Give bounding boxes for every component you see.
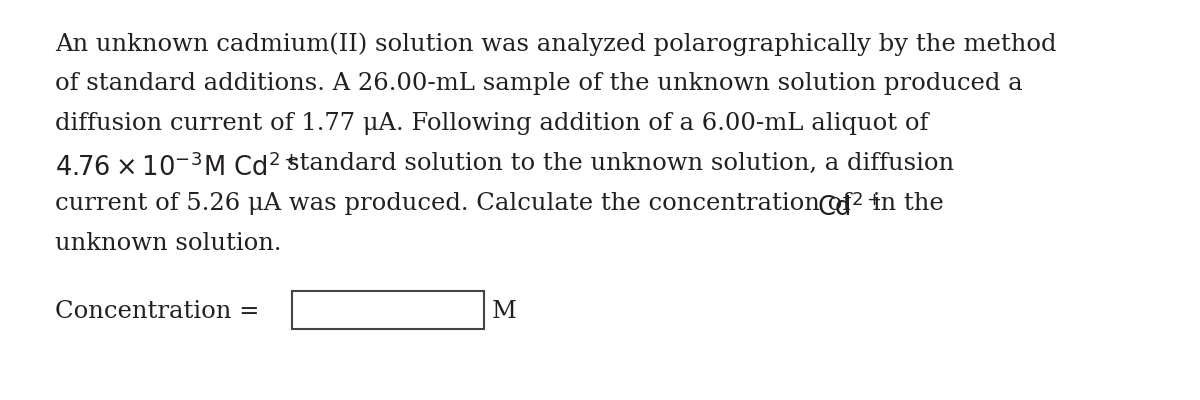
Text: diffusion current of 1.77 μA. Following addition of a 6.00-mL aliquot of: diffusion current of 1.77 μA. Following … [55, 112, 929, 135]
Text: An unknown cadmium(II) solution was analyzed polarographically by the method: An unknown cadmium(II) solution was anal… [55, 32, 1056, 56]
Text: standard solution to the unknown solution, a diffusion: standard solution to the unknown solutio… [287, 152, 954, 175]
Text: in the: in the [865, 192, 943, 215]
Text: $4.76 \times 10^{-3}$: $4.76 \times 10^{-3}$ [55, 152, 202, 180]
Text: Concentration =: Concentration = [55, 300, 259, 323]
Text: current of 5.26 μA was produced. Calculate the concentration of: current of 5.26 μA was produced. Calcula… [55, 192, 851, 215]
Text: M: M [492, 300, 517, 323]
Text: $\mathrm{M\ Cd^{2+}}$: $\mathrm{M\ Cd^{2+}}$ [203, 152, 299, 180]
Text: $\mathrm{Cd^{2+}}$: $\mathrm{Cd^{2+}}$ [817, 192, 882, 220]
Text: unknown solution.: unknown solution. [55, 232, 282, 255]
Bar [292, 291, 484, 329]
Text: of standard additions. A 26.00-mL sample of the unknown solution produced a: of standard additions. A 26.00-mL sample… [55, 72, 1022, 95]
